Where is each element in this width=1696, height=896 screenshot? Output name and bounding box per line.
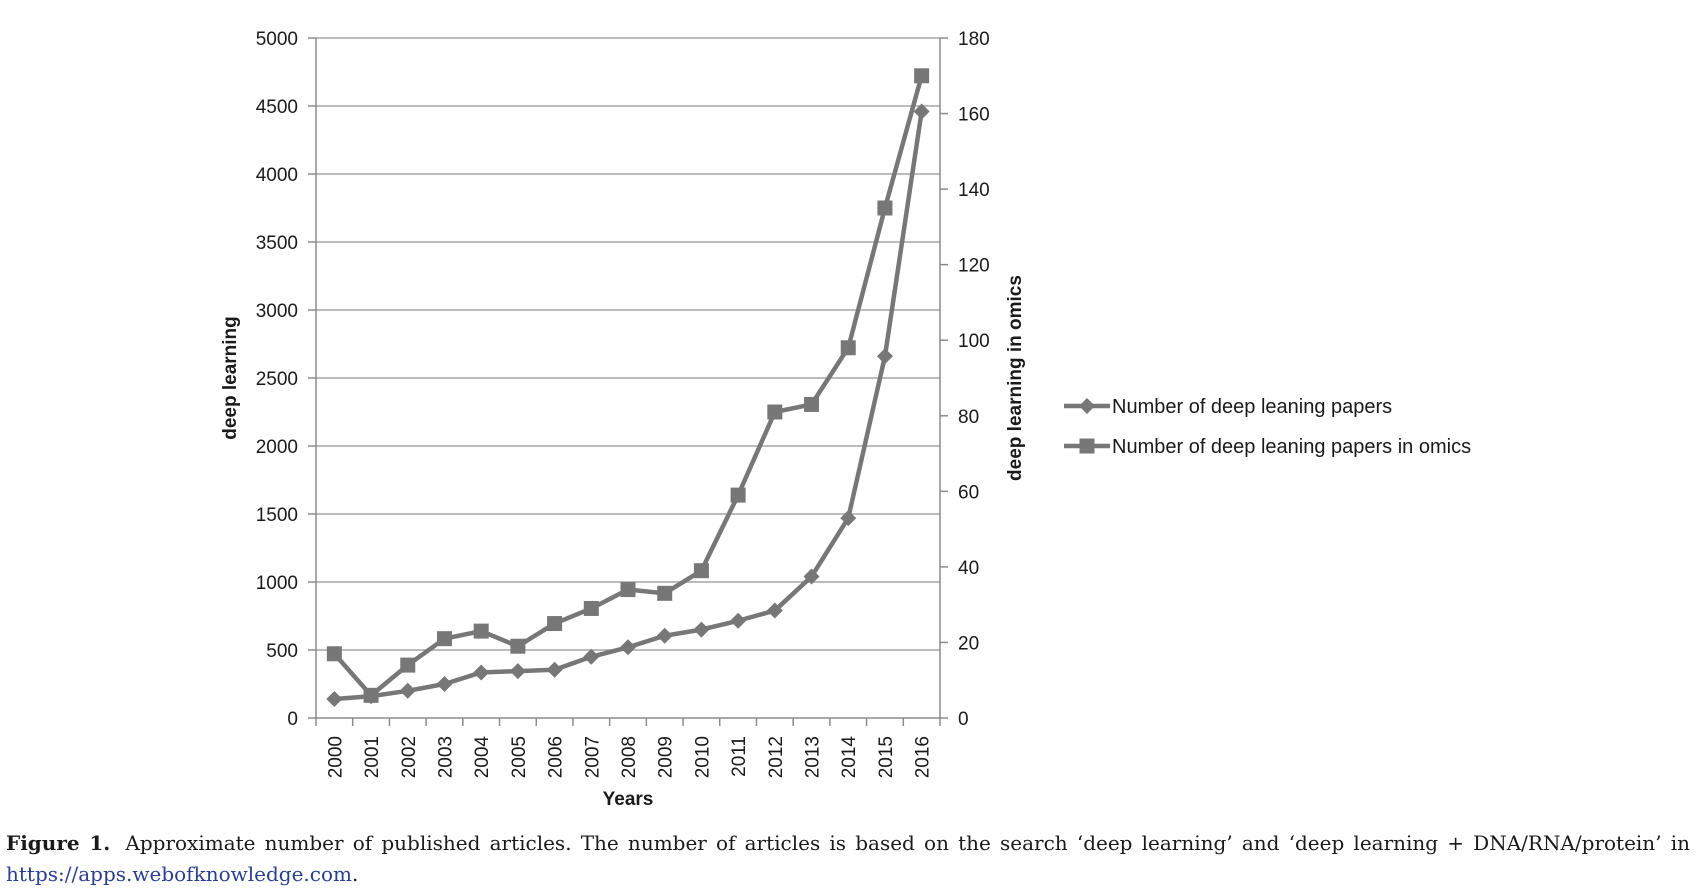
square-point <box>657 585 673 601</box>
square-point <box>730 487 746 503</box>
left-y-axis-ticks: 0 500 1000 1500 2000 2500 3000 3500 4000 4500 5000 <box>256 29 316 730</box>
x-tick-label: 2015 <box>876 736 897 778</box>
square-point <box>583 600 599 616</box>
x-tick-label: 2011 <box>729 736 750 777</box>
series-line <box>332 75 924 698</box>
diamond-point <box>473 664 490 681</box>
diamond-point <box>509 663 526 680</box>
x-tick-label: 2013 <box>803 736 824 778</box>
x-tick-label: 2010 <box>692 736 713 778</box>
legend: Number of deep leaning papers Number of d… <box>1064 396 1471 458</box>
square-point <box>767 404 783 420</box>
left-tick-label: 2500 <box>256 369 298 390</box>
diamond-point <box>583 648 600 665</box>
figure-caption: Figure 1. Approximate number of publishe… <box>6 828 1690 890</box>
right-y-axis-title: deep learning in omics <box>1005 275 1026 481</box>
diamond-point <box>876 348 893 365</box>
right-tick-label: 60 <box>958 482 979 503</box>
x-tick-label: 2000 <box>325 736 346 778</box>
diamond-point <box>913 103 930 120</box>
square-point <box>877 200 893 216</box>
right-tick-label: 80 <box>958 407 979 428</box>
right-tick-label: 20 <box>958 633 979 654</box>
legend-entry-1: Number of deep leaning papers <box>1064 396 1392 418</box>
x-tick-label: 2016 <box>913 736 934 778</box>
legend-label: Number of deep leaning papers <box>1112 396 1392 418</box>
diamond-point <box>326 690 343 707</box>
x-tick-label: 2003 <box>435 736 456 778</box>
x-tick-label: 2001 <box>362 736 383 778</box>
right-tick-label: 40 <box>958 558 979 579</box>
square-point <box>547 616 563 632</box>
x-tick-label: 2002 <box>399 736 420 778</box>
left-tick-label: 3000 <box>256 301 298 322</box>
left-tick-label: 5000 <box>256 29 298 50</box>
caption-link[interactable]: https://apps.webofknowledge.com <box>6 862 352 886</box>
right-tick-label: 180 <box>958 29 990 50</box>
left-tick-label: 4000 <box>256 165 298 186</box>
left-tick-label: 500 <box>266 641 298 662</box>
legend-label: Number of deep leaning papers in omics <box>1112 436 1471 458</box>
right-tick-label: 160 <box>958 105 990 126</box>
left-tick-label: 3500 <box>256 233 298 254</box>
left-tick-label: 1000 <box>256 573 298 594</box>
diamond-point <box>399 682 416 699</box>
x-tick-label: 2004 <box>472 736 493 779</box>
left-y-axis-title: deep learning <box>220 316 241 440</box>
square-point <box>804 396 820 412</box>
square-point <box>620 582 636 598</box>
legend-square-marker <box>1079 438 1095 454</box>
x-tick-label: 2008 <box>619 736 640 778</box>
diamond-point <box>766 602 783 619</box>
left-tick-label: 4500 <box>256 97 298 118</box>
series-line <box>334 111 924 702</box>
diamond-point <box>620 639 636 656</box>
diamond-point <box>436 676 453 692</box>
right-tick-label: 120 <box>958 256 990 277</box>
diamond-point <box>693 621 710 638</box>
dual-axis-line-chart: 0500100015002000250030003500400045005000… <box>220 29 1471 810</box>
series <box>326 68 930 707</box>
square-point <box>914 68 930 84</box>
diamond-point <box>730 612 747 629</box>
square-point <box>840 340 856 356</box>
caption-text: Approximate number of published articles… <box>125 831 1690 855</box>
x-tick-label: 2012 <box>766 736 787 778</box>
square-point <box>693 563 709 579</box>
right-tick-label: 100 <box>958 331 990 352</box>
x-tick-label: 2014 <box>839 736 860 779</box>
square-point <box>473 623 489 639</box>
series-1 <box>326 103 930 707</box>
square-point <box>510 638 526 654</box>
diamond-point <box>656 627 673 644</box>
x-tick-label: 2009 <box>656 736 677 778</box>
legend-diamond-marker <box>1079 398 1095 414</box>
square-point <box>436 631 452 647</box>
right-y-axis-ticks: 0 20 40 60 80 100 120 140 160 180 <box>940 29 990 730</box>
legend-entry-2: Number of deep leaning papers in omics <box>1064 436 1471 458</box>
figure-label: Figure 1. <box>6 831 111 855</box>
diamond-point <box>803 568 820 585</box>
x-axis-title: Years <box>603 789 654 810</box>
grid-lines <box>316 37 940 651</box>
square-point <box>326 646 342 662</box>
right-tick-label: 140 <box>958 180 990 201</box>
x-tick-label: 2006 <box>546 736 567 778</box>
left-tick-label: 2000 <box>256 437 298 458</box>
caption-end: . <box>352 862 359 886</box>
left-tick-label: 0 <box>287 709 298 730</box>
x-tick-label: 2007 <box>582 736 603 778</box>
diamond-point <box>546 661 563 678</box>
x-axis-ticks: 2000 2001 2002 2003 2004 2005 2006 2007 2008 2009… <box>315 718 941 779</box>
square-point <box>400 657 416 673</box>
diamond-point <box>840 510 857 527</box>
x-tick-label: 2005 <box>509 736 530 778</box>
left-tick-label: 1500 <box>256 505 298 526</box>
square-point <box>363 687 379 703</box>
series-2 <box>326 68 930 703</box>
right-tick-label: 0 <box>958 709 969 730</box>
